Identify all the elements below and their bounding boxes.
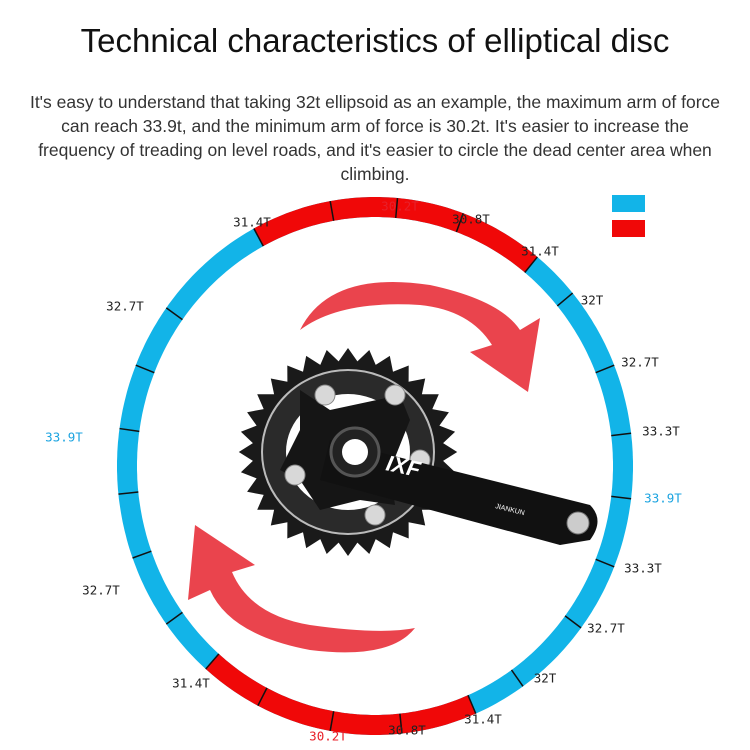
- ring-tick: [467, 694, 477, 714]
- ring-tick: [510, 669, 524, 687]
- tooth-count-label: 31.4T: [464, 711, 502, 727]
- ring-tick: [524, 256, 538, 273]
- ring-tick: [595, 364, 615, 374]
- ring-tick: [329, 711, 335, 732]
- legend-blue-swatch: [612, 195, 645, 212]
- tooth-count-label: 33.3T: [642, 423, 680, 439]
- page-title: Technical characteristics of elliptical …: [80, 22, 670, 59]
- tooth-count-label: 32.7T: [106, 298, 144, 314]
- crank-arm: [320, 440, 598, 545]
- ring-tick: [611, 432, 632, 437]
- tooth-count-label: 33.3T: [624, 560, 662, 576]
- tooth-count-label: 32T: [580, 292, 604, 308]
- tooth-count-label: 32.7T: [82, 582, 120, 598]
- ring-tick: [611, 495, 632, 500]
- chainring-bolt: [284, 464, 306, 486]
- ring-red-bottom: [205, 653, 476, 735]
- ring-red-top: [253, 197, 538, 273]
- ring-tick: [119, 427, 140, 433]
- ring-tick: [595, 558, 615, 568]
- ring-tick: [205, 653, 220, 670]
- ring-tick: [394, 197, 399, 219]
- tooth-count-label: 30.8T: [452, 211, 490, 227]
- legend-red-swatch: [612, 220, 645, 237]
- chainring-bolt: [384, 384, 406, 406]
- tooth-count-label: 33.9T: [644, 490, 682, 506]
- ring-tick: [253, 228, 264, 247]
- chainring-bolt: [314, 384, 336, 406]
- tooth-count-label: 32.7T: [587, 620, 625, 636]
- pedal-bolt: [566, 511, 590, 535]
- rotation-arrow-top: [300, 282, 540, 392]
- tooth-count-label: 31.4T: [172, 675, 210, 691]
- ring-tick: [399, 713, 403, 734]
- crank-axle-hole: [342, 439, 368, 465]
- tooth-count-label: 31.4T: [521, 243, 559, 259]
- ring-tick: [455, 212, 464, 233]
- ring-tick: [135, 364, 155, 374]
- rotation-arrow-bottom: [188, 525, 415, 653]
- tooth-count-label: 32.7T: [621, 354, 659, 370]
- tooth-count-label: 30.2T: [309, 728, 347, 744]
- tooth-count-label: 30.2T: [381, 198, 419, 214]
- description: It's easy to understand that taking 32t …: [29, 92, 721, 184]
- ring-tick: [165, 307, 183, 321]
- tooth-count-label: 30.8T: [388, 722, 426, 738]
- ring-tick: [257, 687, 268, 707]
- ring-tick: [118, 491, 139, 495]
- ring-tick: [165, 611, 183, 625]
- chainring-bolt: [364, 504, 386, 526]
- ring-tick: [556, 292, 574, 307]
- tooth-count-label: 33.9T: [45, 429, 83, 445]
- ring-tick: [329, 200, 335, 221]
- ring-tick: [564, 615, 582, 629]
- tooth-count-label: 32T: [533, 670, 557, 686]
- ring-tick: [132, 550, 152, 559]
- tooth-count-label: 31.4T: [233, 214, 271, 230]
